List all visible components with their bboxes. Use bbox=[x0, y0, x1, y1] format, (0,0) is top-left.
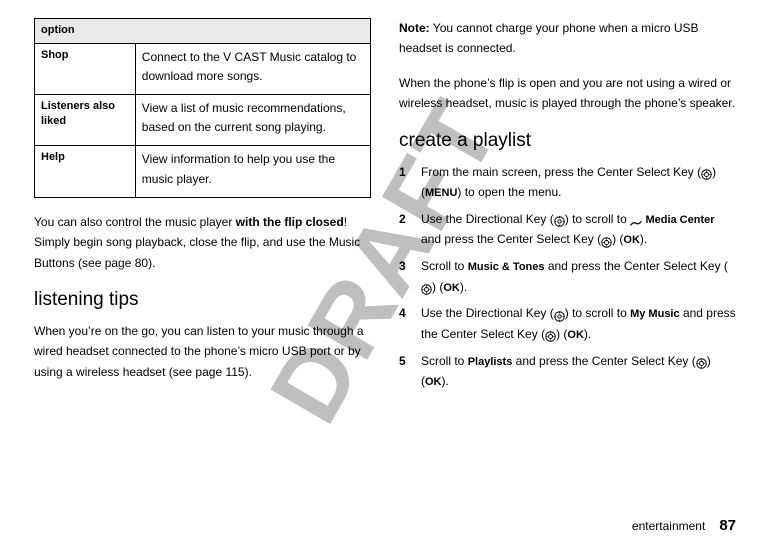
text: ) ( bbox=[556, 327, 567, 341]
table-row: Listeners also liked View a list of musi… bbox=[35, 94, 371, 145]
center-select-key-icon bbox=[696, 355, 707, 366]
center-select-key-icon bbox=[701, 166, 712, 177]
step-3: 3 Scroll to Music & Tones and press the … bbox=[399, 256, 736, 297]
options-table: option Shop Connect to the V CAST Music … bbox=[34, 18, 371, 198]
table-row: Shop Connect to the V CAST Music catalog… bbox=[35, 43, 371, 94]
speaker-paragraph: When the phone’s flip is open and you ar… bbox=[399, 73, 736, 114]
text: ) ( bbox=[432, 280, 443, 294]
step-1: 1 From the main screen, press the Center… bbox=[399, 162, 736, 203]
ok-label: OK bbox=[567, 329, 584, 341]
step-text: Scroll to Music & Tones and press the Ce… bbox=[421, 256, 736, 297]
my-music-label: My Music bbox=[630, 308, 680, 320]
step-text: Use the Directional Key () to scroll to … bbox=[421, 209, 736, 250]
note-label: Note: bbox=[399, 21, 430, 35]
text: and press the Center Select Key ( bbox=[421, 232, 601, 246]
text: ). bbox=[442, 374, 449, 388]
footer-section: entertainment bbox=[632, 519, 705, 533]
listening-tips-paragraph: When you’re on the go, you can listen to… bbox=[34, 321, 371, 382]
row-desc: Connect to the V CAST Music catalog to d… bbox=[135, 43, 370, 94]
text: Use the Directional Key ( bbox=[421, 306, 554, 320]
media-center-label: Media Center bbox=[645, 214, 714, 226]
row-desc: View a list of music recommendations, ba… bbox=[135, 94, 370, 145]
step-number: 4 bbox=[399, 303, 411, 344]
note-paragraph: Note: You cannot charge your phone when … bbox=[399, 18, 736, 59]
left-column: option Shop Connect to the V CAST Music … bbox=[34, 18, 371, 500]
text: Scroll to bbox=[421, 259, 468, 273]
center-select-key-icon bbox=[601, 234, 612, 245]
ok-label: OK bbox=[443, 282, 460, 294]
text-bold: with the flip closed bbox=[236, 215, 344, 229]
step-text: From the main screen, press the Center S… bbox=[421, 162, 736, 203]
step-text: Scroll to Playlists and press the Center… bbox=[421, 351, 736, 392]
media-center-icon bbox=[630, 213, 642, 223]
row-label: Listeners also liked bbox=[35, 94, 136, 145]
text: ). bbox=[584, 327, 591, 341]
text: You can also control the music player bbox=[34, 215, 236, 229]
flip-closed-paragraph: You can also control the music player wi… bbox=[34, 212, 371, 273]
playlist-steps: 1 From the main screen, press the Center… bbox=[399, 162, 736, 399]
step-text: Use the Directional Key () to scroll to … bbox=[421, 303, 736, 344]
text: Use the Directional Key ( bbox=[421, 212, 554, 226]
text: ) to open the menu. bbox=[457, 185, 561, 199]
row-label: Help bbox=[35, 146, 136, 197]
note-text: You cannot charge your phone when a micr… bbox=[399, 21, 699, 55]
music-tones-label: Music & Tones bbox=[468, 261, 545, 273]
step-number: 5 bbox=[399, 351, 411, 392]
text: ) ( bbox=[612, 232, 623, 246]
step-2: 2 Use the Directional Key ( ) to scroll t… bbox=[399, 209, 736, 250]
table-row: Help View information to help you use th… bbox=[35, 146, 371, 197]
step-5: 5 Scroll to Playlists and press the Cent… bbox=[399, 351, 736, 392]
text: and press the Center Select Key ( bbox=[512, 354, 695, 368]
step-number: 1 bbox=[399, 162, 411, 203]
center-select-key-icon bbox=[421, 281, 432, 292]
directional-key-icon bbox=[554, 213, 565, 224]
text: ) to scroll to bbox=[565, 212, 630, 226]
ok-label: OK bbox=[425, 376, 442, 388]
row-desc: View information to help you use the mus… bbox=[135, 146, 370, 197]
center-select-key-icon bbox=[545, 328, 556, 339]
listening-tips-heading: listening tips bbox=[34, 289, 371, 311]
create-playlist-heading: create a playlist bbox=[399, 130, 736, 152]
right-column: Note: You cannot charge your phone when … bbox=[399, 18, 736, 500]
text: ) to scroll to bbox=[565, 306, 630, 320]
page-number: 87 bbox=[719, 517, 736, 534]
step-number: 2 bbox=[399, 209, 411, 250]
ok-label: OK bbox=[623, 234, 640, 246]
step-4: 4 Use the Directional Key ( ) to scroll t… bbox=[399, 303, 736, 344]
page-footer: entertainment 87 bbox=[632, 517, 736, 534]
playlists-label: Playlists bbox=[468, 356, 513, 368]
text: From the main screen, press the Center S… bbox=[421, 165, 701, 179]
text: and press the Center Select Key ( bbox=[545, 259, 728, 273]
text: Scroll to bbox=[421, 354, 468, 368]
row-label: Shop bbox=[35, 43, 136, 94]
table-header: option bbox=[35, 19, 371, 44]
text: ). bbox=[640, 232, 647, 246]
step-number: 3 bbox=[399, 256, 411, 297]
text: ). bbox=[460, 280, 467, 294]
menu-label: MENU bbox=[425, 187, 457, 199]
directional-key-icon bbox=[554, 308, 565, 319]
